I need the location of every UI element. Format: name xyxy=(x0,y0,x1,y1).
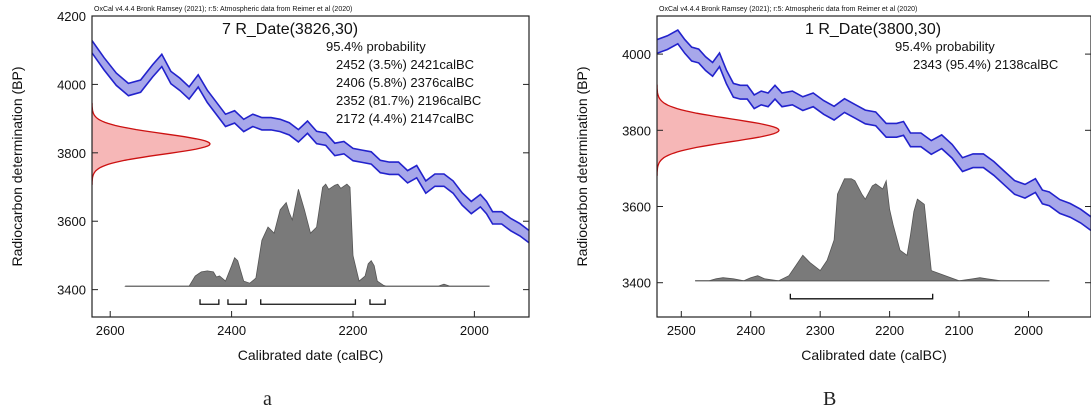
y-tick-label: 3600 xyxy=(622,200,651,215)
range-bracket xyxy=(199,299,220,305)
calibration-curve-upper xyxy=(657,29,1091,218)
y-axis-label: Radiocarbon determination (BP) xyxy=(574,67,590,267)
y-tick-label: 4200 xyxy=(57,9,86,24)
calibration-chart-a: 3400 3600 3800 4000 4200 2600 2400 2200 2000 OxCa… xyxy=(9,6,530,363)
oxcal-header: OxCal v4.4.4 Bronk Ramsey (2021); r:5: A… xyxy=(94,6,352,13)
range-text: 2406 (5.8%) 2376calBC xyxy=(336,75,474,90)
x-axis-label: Calibrated date (calBC) xyxy=(801,347,947,363)
y-tick-label: 3400 xyxy=(57,283,86,298)
range-bracket xyxy=(260,299,357,305)
x-tick-label: 2000 xyxy=(460,323,489,338)
range-text: 2352 (81.7%) 2196calBC xyxy=(336,93,481,108)
x-tick-label: 2400 xyxy=(736,323,765,338)
x-tick-label: 2200 xyxy=(339,323,368,338)
x-tick-label: 2000 xyxy=(1014,323,1043,338)
calibrated-distribution xyxy=(695,178,1050,282)
probability-label: 95.4% probability xyxy=(895,39,995,54)
calibrated-distribution xyxy=(124,183,490,287)
chart-title: 7 R_Date(3826,30) xyxy=(222,21,358,38)
radiocarbon-distribution-fill xyxy=(657,84,779,176)
chart-title: 1 R_Date(3800,30) xyxy=(805,21,941,38)
probability-label: 95.4% probability xyxy=(326,39,426,54)
calibration-curve-upper xyxy=(92,40,529,232)
chart-panel-a: 3400 3600 3800 4000 4200 2600 2400 2200 2000 OxCa… xyxy=(0,0,530,414)
range-bracket xyxy=(789,293,934,300)
panel-label-b: B xyxy=(823,388,837,410)
radiocarbon-distribution-fill xyxy=(92,102,210,185)
x-axis-label: Calibrated date (calBC) xyxy=(238,347,384,363)
plot-area xyxy=(92,40,529,305)
calibration-curve-lower xyxy=(92,52,529,244)
calibration-chart-b: 3400 3600 3800 4000 2500 2400 2300 2200 2100 2000… xyxy=(574,6,1091,363)
x-tick-label: 2400 xyxy=(217,323,246,338)
calibration-curve-lower xyxy=(657,42,1091,232)
range-bracket xyxy=(369,299,386,305)
y-tick-label: 4000 xyxy=(57,77,86,92)
range-text: 2172 (4.4%) 2147calBC xyxy=(336,111,474,126)
x-tick-label: 2200 xyxy=(875,323,904,338)
plot-area xyxy=(657,29,1091,300)
x-tick-label: 2500 xyxy=(667,323,696,338)
plot-frame xyxy=(656,15,1091,318)
range-bracket xyxy=(227,299,247,305)
y-tick-label: 4000 xyxy=(622,47,651,62)
chart-panel-b: 3400 3600 3800 4000 2500 2400 2300 2200 2100 2000… xyxy=(565,0,1091,414)
y-axis-label: Radiocarbon determination (BP) xyxy=(9,67,25,267)
range-text: 2343 (95.4%) 2138calBC xyxy=(913,57,1058,72)
y-tick-label: 3800 xyxy=(57,146,86,161)
y-tick-label: 3800 xyxy=(622,123,651,138)
radiocarbon-distribution-line xyxy=(657,84,780,177)
panel-label-a: a xyxy=(263,388,272,410)
oxcal-header: OxCal v4.4.4 Bronk Ramsey (2021); r:5: A… xyxy=(659,6,917,13)
radiocarbon-distribution-line xyxy=(92,102,211,186)
x-tick-label: 2100 xyxy=(945,323,974,338)
y-tick-label: 3400 xyxy=(622,276,651,291)
x-tick-label: 2300 xyxy=(806,323,835,338)
plot-frame xyxy=(91,15,530,318)
x-tick-label: 2600 xyxy=(96,323,125,338)
y-tick-label: 3600 xyxy=(57,214,86,229)
range-text: 2452 (3.5%) 2421calBC xyxy=(336,57,474,72)
